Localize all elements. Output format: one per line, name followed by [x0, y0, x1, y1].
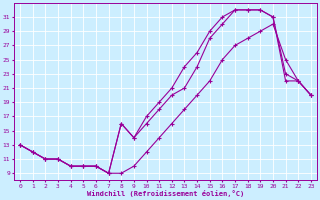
X-axis label: Windchill (Refroidissement éolien,°C): Windchill (Refroidissement éolien,°C)	[87, 190, 244, 197]
